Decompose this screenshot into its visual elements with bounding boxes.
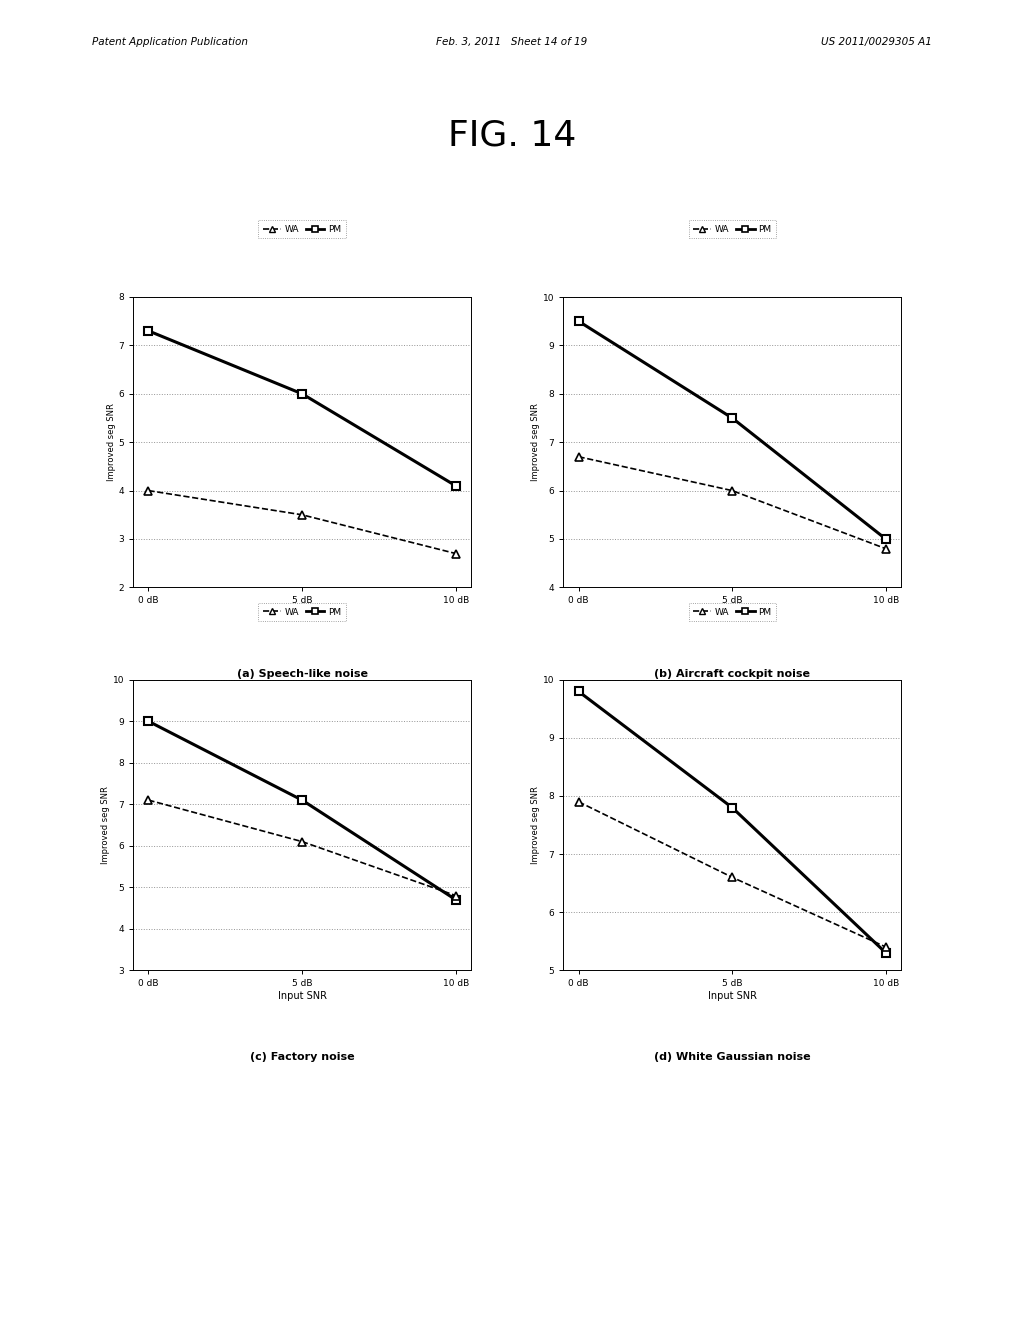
Text: Patent Application Publication: Patent Application Publication bbox=[92, 37, 248, 48]
Y-axis label: Improved seg SNR: Improved seg SNR bbox=[106, 404, 116, 480]
X-axis label: Input SNR: Input SNR bbox=[278, 609, 327, 618]
Text: US 2011/0029305 A1: US 2011/0029305 A1 bbox=[821, 37, 932, 48]
X-axis label: Input SNR: Input SNR bbox=[708, 609, 757, 618]
Y-axis label: Improved seg SNR: Improved seg SNR bbox=[530, 404, 540, 480]
X-axis label: Input SNR: Input SNR bbox=[708, 991, 757, 1001]
Text: Feb. 3, 2011   Sheet 14 of 19: Feb. 3, 2011 Sheet 14 of 19 bbox=[436, 37, 588, 48]
Text: (b) Aircraft cockpit noise: (b) Aircraft cockpit noise bbox=[654, 669, 810, 678]
Text: (a) Speech-like noise: (a) Speech-like noise bbox=[237, 669, 368, 678]
Legend: WA, PM: WA, PM bbox=[688, 220, 776, 238]
Y-axis label: Improved seg SNR: Improved seg SNR bbox=[100, 787, 110, 863]
X-axis label: Input SNR: Input SNR bbox=[278, 991, 327, 1001]
Legend: WA, PM: WA, PM bbox=[258, 220, 346, 238]
Legend: WA, PM: WA, PM bbox=[688, 603, 776, 620]
Text: (c) Factory noise: (c) Factory noise bbox=[250, 1052, 354, 1061]
Text: (d) White Gaussian noise: (d) White Gaussian noise bbox=[654, 1052, 810, 1061]
Text: FIG. 14: FIG. 14 bbox=[447, 119, 577, 153]
Y-axis label: Improved seg SNR: Improved seg SNR bbox=[530, 787, 540, 863]
Legend: WA, PM: WA, PM bbox=[258, 603, 346, 620]
